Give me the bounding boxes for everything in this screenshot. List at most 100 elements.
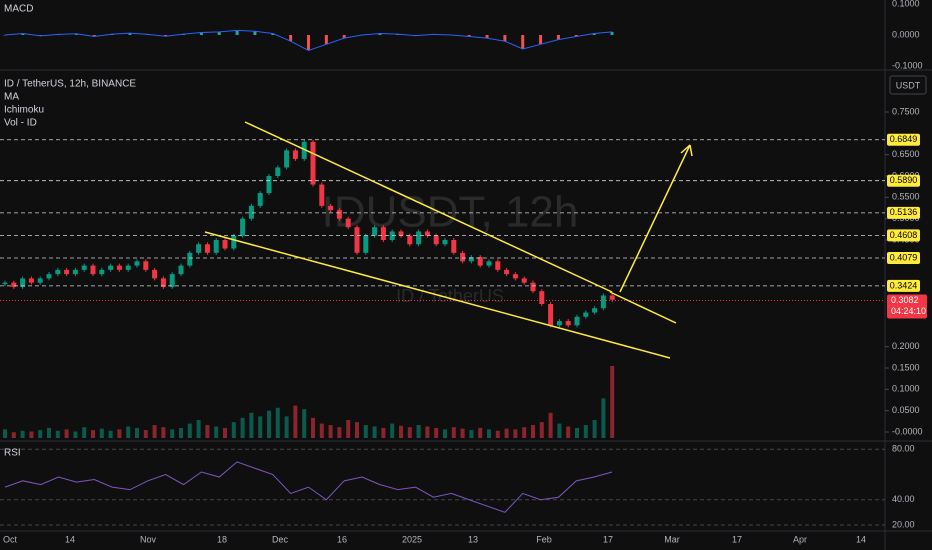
volume-bar [487, 429, 491, 438]
volume-bar [337, 427, 342, 438]
candle [116, 265, 122, 270]
x-tick-label: 13 [468, 534, 478, 544]
watermark: IDUSDT, 12h [322, 188, 579, 237]
volume-bar [73, 431, 78, 438]
candle [301, 141, 307, 159]
macd-histogram [307, 35, 310, 51]
volume-bar [583, 425, 588, 438]
candle [108, 265, 114, 270]
volume-bar [610, 366, 615, 438]
x-tick-label: Dec [272, 534, 289, 544]
y-tick-label: 0.1500 [892, 362, 920, 372]
y-tick-label: 0.0500 [892, 405, 920, 415]
candle [99, 269, 105, 275]
rsi-tick-label: 80.00 [892, 444, 915, 454]
candle [512, 274, 518, 279]
volume-bar [258, 416, 263, 438]
volume-bar [319, 423, 324, 438]
indicator-label: Vol - ID [4, 118, 37, 129]
macd-histogram [467, 35, 471, 37]
volume-bar [3, 429, 7, 438]
volume-bar [346, 420, 351, 438]
candle [398, 231, 404, 236]
level-label-bg [887, 133, 920, 146]
candle [11, 282, 17, 287]
volume-bar [196, 420, 201, 438]
level-label: 0.4079 [890, 252, 918, 262]
volume-bar [29, 431, 34, 438]
volume-bar [47, 427, 51, 438]
volume-bar [275, 407, 280, 438]
macd-tick-label: -0.1000 [892, 60, 923, 70]
x-tick-label: 18 [217, 534, 227, 544]
volume-bar [240, 417, 245, 438]
level-label: 0.5136 [890, 207, 918, 217]
candle [187, 252, 193, 266]
candle [213, 240, 219, 253]
macd-histogram [521, 35, 525, 49]
rsi-line [4, 461, 613, 513]
candle [55, 269, 61, 275]
indicator-label: Ichimoku [4, 105, 44, 116]
macd-histogram [592, 33, 596, 35]
candle [372, 227, 378, 236]
volume-bar [522, 427, 527, 438]
candle [143, 261, 149, 270]
macd-histogram [3, 35, 7, 36]
volume-bar [575, 427, 579, 438]
y-tick-label: 0.7500 [892, 106, 920, 116]
rsi-tick-label: 20.00 [892, 519, 915, 529]
volume-bar [82, 427, 87, 438]
x-tick-label: 16 [337, 534, 347, 544]
volume-bar [302, 409, 307, 438]
arrow-head [680, 144, 693, 157]
rsi-title: RSI [4, 448, 21, 459]
candle [592, 308, 598, 313]
candle [20, 278, 26, 287]
candle [504, 269, 510, 275]
candle [240, 218, 246, 236]
volume-bar [64, 429, 69, 438]
volume-bar [566, 426, 571, 438]
volume-bar [205, 425, 210, 438]
macd-histogram [574, 35, 578, 37]
y-tick-label: 0.1000 [892, 384, 920, 394]
x-tick-label: Mar [664, 534, 680, 544]
candle [90, 265, 96, 275]
macd-histogram [485, 35, 489, 39]
macd-histogram [610, 31, 614, 35]
volume-bar [548, 412, 553, 438]
volume-bar [478, 427, 483, 438]
candle [284, 150, 290, 168]
rsi-tick-label: 40.00 [892, 494, 915, 504]
macd-histogram [503, 35, 507, 42]
macd-histogram [556, 35, 560, 40]
y-tick-label: 0.5500 [892, 192, 920, 202]
volume-bar [108, 430, 113, 438]
candle [169, 274, 175, 287]
macd-histogram [128, 33, 132, 35]
volume-bar [416, 425, 421, 438]
candle [530, 282, 536, 292]
candle [2, 282, 8, 285]
candle [319, 184, 325, 206]
candle [310, 141, 316, 185]
macd-tick-label: 0.1000 [892, 0, 920, 8]
candle [37, 278, 43, 283]
candle [292, 150, 298, 159]
macd-histogram [289, 35, 293, 42]
level-label: 0.5890 [890, 175, 918, 185]
x-tick-label: 14 [65, 534, 75, 544]
level-label-bg [887, 229, 920, 242]
candle [460, 252, 466, 262]
level-label-bg [887, 251, 920, 264]
volume-bar [126, 426, 131, 438]
volume-bar [91, 430, 95, 438]
candle [125, 265, 131, 270]
macd-histogram [164, 35, 168, 37]
candle [477, 257, 483, 266]
volume-bar [99, 428, 104, 438]
volume-bar [469, 430, 474, 438]
trendline [204, 231, 671, 359]
